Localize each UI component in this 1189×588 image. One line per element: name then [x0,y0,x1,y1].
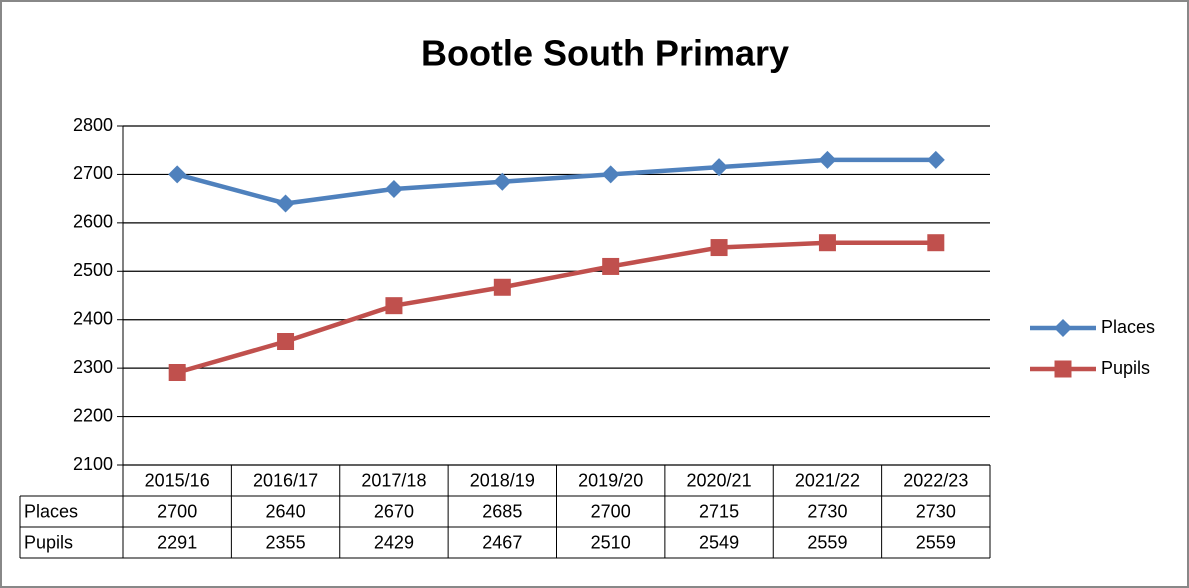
table-cell: 2291 [157,532,197,552]
table-cell: 2467 [482,532,522,552]
data-point [168,165,187,184]
y-tick-label: 2100 [73,454,113,474]
x-tick-label: 2017/18 [361,470,426,490]
table-cell: 2559 [916,532,956,552]
table-cell: 2715 [699,501,739,521]
data-point [601,165,620,184]
y-tick-label: 2300 [73,357,113,377]
table-cell: 2510 [591,532,631,552]
x-tick-label: 2018/19 [470,470,535,490]
table-cell: 2670 [374,501,414,521]
x-tick-label: 2020/21 [687,470,752,490]
table-row-label: Pupils [24,532,73,552]
y-tick-label: 2800 [73,115,113,135]
legend-marker [1054,319,1072,337]
series-line [176,157,936,206]
data-point [493,172,512,191]
x-tick-label: 2021/22 [795,470,860,490]
x-tick-label: 2019/20 [578,470,643,490]
table-cell: 2640 [266,501,306,521]
data-point [385,297,403,315]
data-point [384,179,403,198]
y-tick-label: 2600 [73,212,113,232]
legend-marker [1054,360,1072,378]
table-row-label: Places [24,501,78,521]
table-cell: 2549 [699,532,739,552]
y-tick-label: 2200 [73,405,113,425]
data-point [168,364,186,382]
table-cell: 2559 [807,532,847,552]
data-point [602,257,620,275]
data-point [276,194,295,213]
data-point [926,150,945,169]
data-point [493,278,511,296]
table-cell: 2685 [482,501,522,521]
series-line [176,240,936,375]
x-tick-label: 2016/17 [253,470,318,490]
y-tick-label: 2400 [73,308,113,328]
data-point [277,333,295,351]
x-tick-label: 2015/16 [145,470,210,490]
table-cell: 2355 [266,532,306,552]
y-tick-label: 2700 [73,163,113,183]
data-point [927,234,945,252]
table-cell: 2730 [916,501,956,521]
table-cell: 2429 [374,532,414,552]
data-point [710,158,729,177]
table-cell: 2700 [591,501,631,521]
table-cell: 2730 [807,501,847,521]
data-point [818,150,837,169]
y-tick-label: 2500 [73,260,113,280]
x-tick-label: 2022/23 [903,470,968,490]
data-point [710,239,728,257]
chart-title: Bootle South Primary [421,33,789,74]
table-cell: 2700 [157,501,197,521]
legend-label: Places [1101,317,1155,337]
data-point [818,234,836,252]
legend-label: Pupils [1101,358,1150,378]
